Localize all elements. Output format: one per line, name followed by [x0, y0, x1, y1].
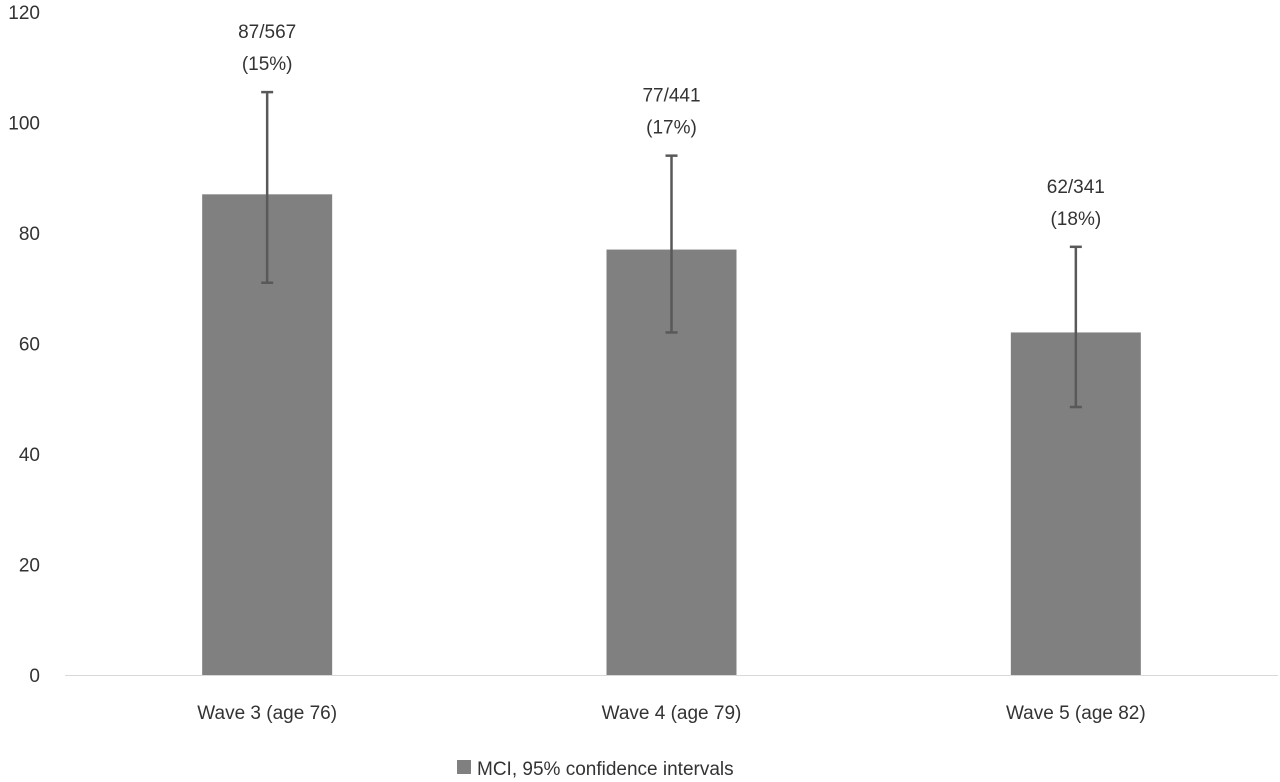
y-tick-label: 120 [8, 3, 40, 24]
data-labels: 87/567 (15%) 77/441 (17%) 62/341 (18%) [238, 22, 1105, 230]
error-bars [261, 90, 1082, 409]
y-tick-label: 80 [19, 224, 40, 245]
y-tick-label: 40 [19, 445, 40, 466]
data-label: (15%) [242, 54, 293, 75]
legend: MCI, 95% confidence intervals [457, 759, 734, 780]
x-tick-label: Wave 3 (age 76) [197, 703, 337, 724]
x-axis-labels: Wave 3 (age 76) Wave 4 (age 79) Wave 5 (ag… [197, 703, 1145, 724]
data-label: 77/441 [642, 86, 700, 107]
x-tick-label: Wave 4 (age 79) [602, 703, 742, 724]
x-tick-label: Wave 5 (age 82) [1006, 703, 1146, 724]
y-tick-label: 0 [29, 666, 40, 687]
y-axis: 0 20 40 60 80 100 120 [8, 3, 40, 687]
y-tick-label: 20 [19, 556, 40, 577]
data-label: (18%) [1050, 209, 1101, 230]
data-label: 87/567 [238, 22, 296, 43]
legend-swatch [457, 760, 471, 774]
legend-label: MCI, 95% confidence intervals [477, 759, 734, 780]
y-tick-label: 100 [8, 114, 40, 135]
data-label: (17%) [646, 118, 697, 139]
data-label: 62/341 [1047, 177, 1105, 198]
y-tick-label: 60 [19, 335, 40, 356]
